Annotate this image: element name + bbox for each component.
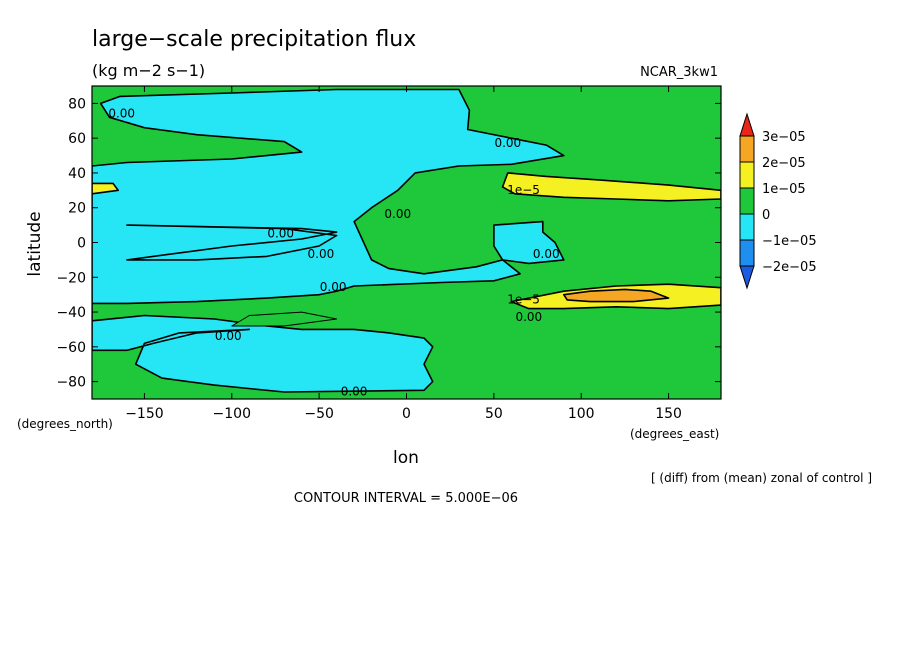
- y-tick-label: −80: [56, 375, 86, 391]
- region-south-orange-core: [562, 288, 670, 303]
- model-label: NCAR_3kw1: [640, 65, 718, 80]
- colorbar-segment: [739, 187, 755, 215]
- colorbar-cap-bottom: [739, 265, 755, 290]
- colorbar-segment: [739, 239, 755, 267]
- chart-title: large−scale precipitation flux: [92, 27, 416, 52]
- y-tick-label: 40: [68, 166, 86, 182]
- region-green-island-west: [231, 311, 338, 327]
- x-tick-label: 150: [655, 406, 682, 422]
- y-tick-label: 80: [68, 96, 86, 112]
- contour-label: 0.00: [267, 226, 294, 240]
- contour-label: 0.00: [533, 247, 560, 261]
- colorbar-label: 0: [762, 208, 770, 223]
- contour-label: 1e−5: [507, 292, 540, 306]
- colorbar-segment: [739, 135, 755, 163]
- colorbar-label: 3e−05: [762, 130, 806, 145]
- contour-label: 0.00: [341, 385, 368, 399]
- contour-label: 1e−5: [507, 183, 540, 197]
- x-axis-title: lon: [393, 448, 419, 468]
- region-north-yellow-band: [501, 172, 721, 202]
- footnote: [ (diff) from (mean) zonal of control ]: [651, 471, 872, 485]
- colorbar-cap-top: [739, 112, 755, 137]
- region-equatorial-negative-west: [126, 224, 338, 261]
- y-tick-label: −20: [56, 270, 86, 286]
- chart-units: (kg m−2 s−1): [92, 61, 205, 80]
- x-tick-label: 50: [485, 406, 503, 422]
- y-tick-label: 0: [77, 236, 86, 252]
- contour-label: 0.00: [320, 280, 347, 294]
- x-tick-label: −100: [213, 406, 251, 422]
- region-west-edge-yellow: [92, 182, 119, 195]
- contour-label: 0.00: [494, 136, 521, 150]
- contour-label: 0.00: [515, 310, 542, 324]
- y-unit-label: (degrees_north): [17, 417, 113, 431]
- colorbar: 3e−05 2e−05 1e−05 0 −1e−05 −2e−05: [739, 112, 817, 290]
- contour-label: 0.00: [384, 207, 411, 221]
- y-tick-label: −40: [56, 305, 86, 321]
- x-tick-label: −50: [304, 406, 334, 422]
- contour-interval-label: CONTOUR INTERVAL = 5.000E−06: [294, 491, 518, 506]
- contour-label: 0.00: [308, 247, 335, 261]
- contour-label: 0.00: [108, 106, 135, 120]
- region-east-negative-patch: [493, 220, 565, 265]
- plot-area: 0.00 0.00 0.00 0.00 0.00 0.00 0.00 0.00 0.00 0.00…: [56, 85, 722, 422]
- x-tick-label: 0: [402, 406, 411, 422]
- colorbar-segment: [739, 213, 755, 241]
- colorbar-label: 2e−05: [762, 156, 806, 171]
- colorbar-label: 1e−05: [762, 182, 806, 197]
- y-tick-label: −60: [56, 340, 86, 356]
- x-tick-label: 100: [568, 406, 595, 422]
- x-tick-label: −150: [125, 406, 163, 422]
- x-unit-label: (degrees_east): [630, 427, 719, 441]
- y-tick-label: 60: [68, 131, 86, 147]
- y-axis-title: latitude: [25, 211, 45, 276]
- colorbar-label: −2e−05: [762, 260, 817, 275]
- contour-label: 0.00: [215, 329, 242, 343]
- colorbar-label: −1e−05: [762, 234, 817, 249]
- colorbar-segment: [739, 161, 755, 189]
- y-tick-label: 20: [68, 201, 86, 217]
